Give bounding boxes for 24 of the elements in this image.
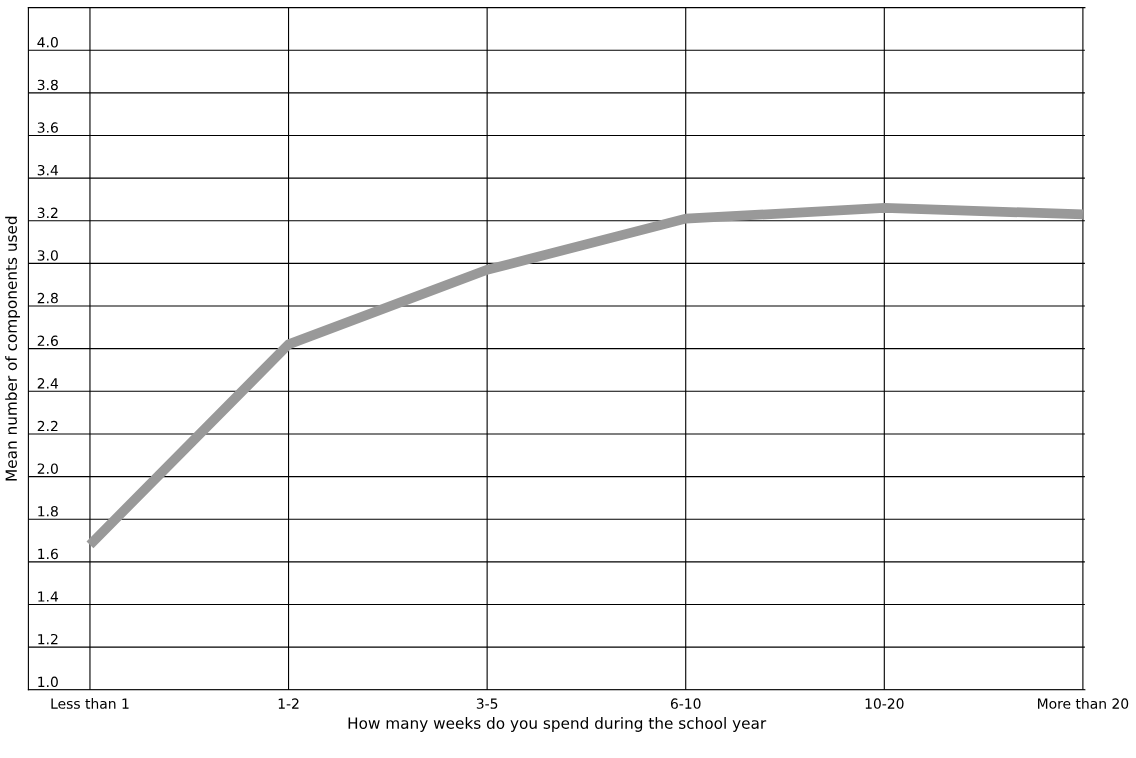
y-tick-label: 2.8 bbox=[37, 292, 58, 304]
y-tick-label: 1.4 bbox=[38, 591, 59, 602]
y-tick-label: 3.4 bbox=[37, 164, 59, 176]
y-tick-label: 3.2 bbox=[37, 207, 58, 219]
x-tick-label: 6-10 bbox=[670, 698, 701, 709]
y-tick-label: 1.2 bbox=[38, 633, 58, 645]
x-tick-label: 10-20 bbox=[865, 698, 904, 709]
x-tick-label: Less than 1 bbox=[51, 698, 129, 709]
y-tick-label: 1.6 bbox=[38, 548, 58, 560]
y-tick-label: 1.8 bbox=[38, 506, 58, 517]
y-tick-label: 2.2 bbox=[37, 420, 58, 432]
y-axis-title: Mean number of components used bbox=[5, 216, 20, 481]
y-tick-label: 1.0 bbox=[38, 676, 58, 688]
x-axis-title: How many weeks do you spend during the school year bbox=[348, 717, 767, 732]
y-tick-label: 3.8 bbox=[37, 79, 58, 91]
y-tick-label: 3.0 bbox=[37, 250, 58, 261]
x-tick-label: 1-2 bbox=[278, 698, 299, 709]
y-tick-label: 2.4 bbox=[37, 378, 59, 389]
y-tick-label: 2.6 bbox=[37, 335, 58, 346]
x-tick-label: More than 20 bbox=[1038, 698, 1129, 709]
x-tick-label: 3-5 bbox=[476, 698, 498, 709]
y-tick-label: 4.0 bbox=[37, 37, 58, 48]
y-tick-label: 3.6 bbox=[37, 122, 58, 133]
y-tick-label: 2.0 bbox=[37, 463, 58, 474]
